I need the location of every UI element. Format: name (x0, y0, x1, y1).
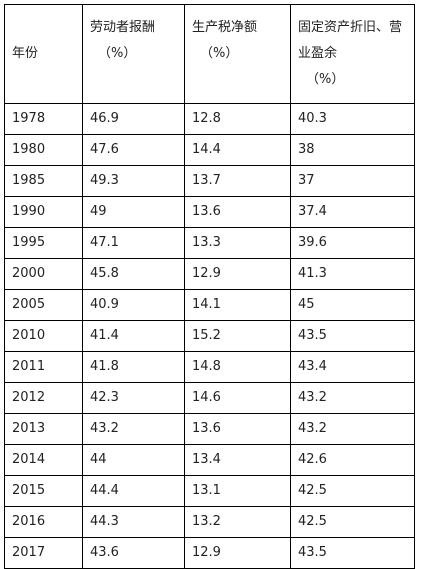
table-body: 1978 46.9 12.8 40.3 1980 47.6 14.4 38 1985 49.3 13… (4, 103, 415, 569)
cell-year: 1990 (4, 196, 83, 228)
cell-net-production-tax: 12.9 (184, 537, 291, 569)
table-row: 2005 40.9 14.1 45 (4, 289, 415, 321)
table-row: 2010 41.4 15.2 43.5 (4, 320, 415, 352)
cell-labor-compensation: 49.3 (82, 165, 185, 197)
income-distribution-table: 年份 劳动者报酬 （%） 生产税净额 （%） 固定资产折旧、营业盈余 （%） 1… (4, 4, 415, 569)
cell-labor-compensation: 49 (82, 196, 185, 228)
cell-labor-compensation: 47.6 (82, 134, 185, 166)
table-row: 2011 41.8 14.8 43.4 (4, 351, 415, 383)
cell-year: 1978 (4, 103, 83, 135)
table-row: 2014 44 13.4 42.6 (4, 444, 415, 476)
cell-depreciation-surplus: 41.3 (290, 258, 415, 290)
table-row: 2013 43.2 13.6 43.2 (4, 413, 415, 445)
cell-net-production-tax: 12.9 (184, 258, 291, 290)
cell-year: 2011 (4, 351, 83, 383)
cell-labor-compensation: 46.9 (82, 103, 185, 135)
cell-depreciation-surplus: 43.5 (290, 537, 415, 569)
header-depreciation-surplus-label: 固定资产折旧、营业盈余 (298, 20, 403, 61)
cell-year: 1985 (4, 165, 83, 197)
cell-year: 2017 (4, 537, 83, 569)
header-labor-compensation-unit: （%） (98, 46, 137, 61)
cell-net-production-tax: 14.4 (184, 134, 291, 166)
table-row: 2017 43.6 12.9 43.5 (4, 537, 415, 569)
cell-net-production-tax: 13.7 (184, 165, 291, 197)
cell-net-production-tax: 13.3 (184, 227, 291, 259)
table-row: 1980 47.6 14.4 38 (4, 134, 415, 166)
table-row: 2016 44.3 13.2 42.5 (4, 506, 415, 538)
table-container: 年份 劳动者报酬 （%） 生产税净额 （%） 固定资产折旧、营业盈余 （%） 1… (4, 4, 415, 569)
header-net-production-tax-unit: （%） (200, 46, 239, 61)
cell-depreciation-surplus: 42.6 (290, 444, 415, 476)
cell-year: 2000 (4, 258, 83, 290)
cell-year: 2013 (4, 413, 83, 445)
header-net-production-tax-label: 生产税净额 (192, 20, 258, 35)
table-row: 2015 44.4 13.1 42.5 (4, 475, 415, 507)
cell-labor-compensation: 44.3 (82, 506, 185, 538)
cell-year: 1980 (4, 134, 83, 166)
cell-depreciation-surplus: 40.3 (290, 103, 415, 135)
cell-depreciation-surplus: 43.2 (290, 382, 415, 414)
table-row: 1978 46.9 12.8 40.3 (4, 103, 415, 135)
table-row: 1985 49.3 13.7 37 (4, 165, 415, 197)
header-row: 年份 劳动者报酬 （%） 生产税净额 （%） 固定资产折旧、营业盈余 （%） (4, 4, 415, 104)
cell-labor-compensation: 44 (82, 444, 185, 476)
header-year-label: 年份 (12, 46, 39, 61)
cell-net-production-tax: 15.2 (184, 320, 291, 352)
cell-year: 2014 (4, 444, 83, 476)
cell-net-production-tax: 12.8 (184, 103, 291, 135)
cell-labor-compensation: 41.4 (82, 320, 185, 352)
cell-labor-compensation: 41.8 (82, 351, 185, 383)
cell-labor-compensation: 45.8 (82, 258, 185, 290)
cell-labor-compensation: 47.1 (82, 227, 185, 259)
cell-year: 2005 (4, 289, 83, 321)
table-row: 2000 45.8 12.9 41.3 (4, 258, 415, 290)
cell-net-production-tax: 13.1 (184, 475, 291, 507)
cell-net-production-tax: 14.6 (184, 382, 291, 414)
cell-depreciation-surplus: 43.2 (290, 413, 415, 445)
cell-net-production-tax: 13.4 (184, 444, 291, 476)
cell-year: 1995 (4, 227, 83, 259)
header-depreciation-surplus-unit: （%） (306, 72, 345, 87)
cell-depreciation-surplus: 38 (290, 134, 415, 166)
table-header: 年份 劳动者报酬 （%） 生产税净额 （%） 固定资产折旧、营业盈余 （%） (4, 4, 415, 104)
cell-depreciation-surplus: 42.5 (290, 506, 415, 538)
table-row: 2012 42.3 14.6 43.2 (4, 382, 415, 414)
header-net-production-tax: 生产税净额 （%） (184, 4, 291, 104)
cell-depreciation-surplus: 42.5 (290, 475, 415, 507)
cell-year: 2016 (4, 506, 83, 538)
cell-labor-compensation: 42.3 (82, 382, 185, 414)
cell-labor-compensation: 44.4 (82, 475, 185, 507)
cell-depreciation-surplus: 45 (290, 289, 415, 321)
cell-year: 2015 (4, 475, 83, 507)
cell-depreciation-surplus: 37.4 (290, 196, 415, 228)
cell-net-production-tax: 13.6 (184, 196, 291, 228)
cell-net-production-tax: 13.2 (184, 506, 291, 538)
header-labor-compensation: 劳动者报酬 （%） (82, 4, 185, 104)
cell-depreciation-surplus: 37 (290, 165, 415, 197)
cell-net-production-tax: 14.8 (184, 351, 291, 383)
header-depreciation-surplus: 固定资产折旧、营业盈余 （%） (290, 4, 415, 104)
cell-labor-compensation: 43.2 (82, 413, 185, 445)
table-row: 1995 47.1 13.3 39.6 (4, 227, 415, 259)
header-year: 年份 (4, 4, 83, 104)
table-row: 1990 49 13.6 37.4 (4, 196, 415, 228)
cell-net-production-tax: 14.1 (184, 289, 291, 321)
cell-net-production-tax: 13.6 (184, 413, 291, 445)
cell-year: 2010 (4, 320, 83, 352)
cell-labor-compensation: 40.9 (82, 289, 185, 321)
header-labor-compensation-label: 劳动者报酬 (90, 20, 156, 35)
cell-depreciation-surplus: 39.6 (290, 227, 415, 259)
cell-labor-compensation: 43.6 (82, 537, 185, 569)
cell-depreciation-surplus: 43.5 (290, 320, 415, 352)
cell-year: 2012 (4, 382, 83, 414)
cell-depreciation-surplus: 43.4 (290, 351, 415, 383)
